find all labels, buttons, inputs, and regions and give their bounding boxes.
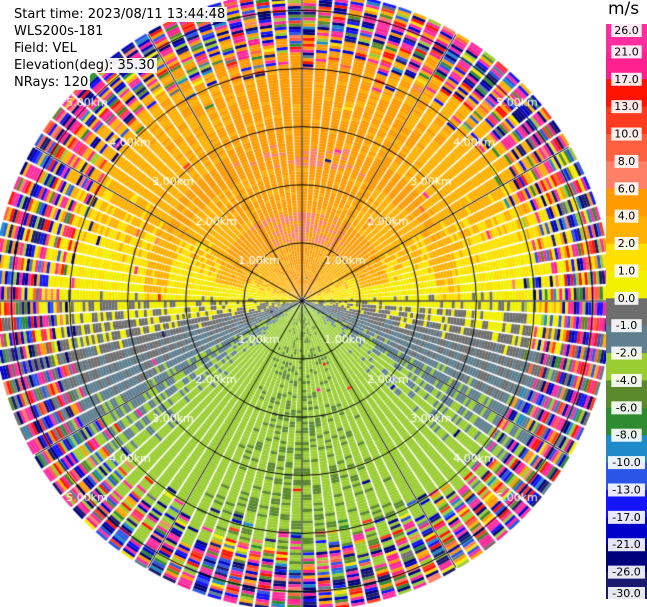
colorbar-tick-bg xyxy=(614,209,639,223)
colorbar-tick-label: -21.0 xyxy=(612,538,640,551)
colorbar-tick-bg xyxy=(614,291,639,305)
colorbar-tick-bg xyxy=(608,538,645,552)
colorbar-tick-label: 13.0 xyxy=(614,100,639,113)
colorbar-tick-bg xyxy=(608,565,645,579)
colorbar-tick-label: -17.0 xyxy=(612,511,640,524)
colorbar-tick-label: -4.0 xyxy=(616,374,637,387)
ppi-velocity-plot xyxy=(0,0,606,607)
colorbar-tick-label: 1.0 xyxy=(618,264,636,277)
colorbar-tick-label: -13.0 xyxy=(612,483,640,496)
colorbar-tick-bg xyxy=(611,24,642,37)
colorbar-tick-label: -6.0 xyxy=(616,401,637,414)
colorbar-tick-bg xyxy=(611,72,642,86)
nrays-label: NRays: 120 xyxy=(12,75,91,90)
colorbar-unit-label: m/s xyxy=(608,0,640,19)
colorbar-tick-label: -30.0 xyxy=(612,587,640,599)
field-label: Field: VEL xyxy=(12,41,79,56)
colorbar-tick-label: 6.0 xyxy=(618,182,636,195)
colorbar: -30.0 -26.0 -21.0 -17.0 -13.0 -10.0 -8.0 -6.0 -4… xyxy=(606,24,647,599)
elevation-label: Elevation(deg): 35.30 xyxy=(12,58,157,73)
colorbar-tick-bg xyxy=(614,154,639,168)
colorbar-tick-label: -26.0 xyxy=(612,566,640,579)
colorbar-tick-bg xyxy=(614,264,639,278)
colorbar-tick-bg xyxy=(611,319,642,333)
colorbar-tick-bg xyxy=(608,483,645,497)
colorbar-tick-label: -1.0 xyxy=(616,319,637,332)
colorbar-tick-bg xyxy=(614,182,639,196)
colorbar-tick-label: 10.0 xyxy=(614,128,639,141)
colorbar-tick-label: 2.0 xyxy=(618,237,636,250)
colorbar-tick-label: -10.0 xyxy=(612,456,640,469)
colorbar-tick-bg xyxy=(611,401,642,415)
colorbar-tick-bg xyxy=(608,587,645,599)
colorbar-tick-label: 26.0 xyxy=(614,24,639,37)
colorbar-tick-label: -8.0 xyxy=(616,429,637,442)
colorbar-tick-bg xyxy=(611,346,642,360)
colorbar-tick-label: 21.0 xyxy=(614,45,639,58)
colorbar-tick-bg xyxy=(608,510,645,524)
colorbar-tick-bg xyxy=(614,237,639,251)
colorbar-tick-bg xyxy=(608,456,645,470)
colorbar-tick-bg xyxy=(611,100,642,114)
start-time-label: Start time: 2023/08/11 13:44:48 xyxy=(12,7,228,22)
instrument-label: WLS200s-181 xyxy=(12,24,106,39)
colorbar-tick-bg xyxy=(611,45,642,59)
colorbar-tick-bg xyxy=(611,373,642,387)
colorbar-tick-bg xyxy=(611,428,642,442)
colorbar-tick-label: 8.0 xyxy=(618,155,636,168)
colorbar-tick-label: -2.0 xyxy=(616,347,637,360)
colorbar-tick-label: 4.0 xyxy=(618,210,636,223)
colorbar-tick-label: 17.0 xyxy=(614,73,639,86)
colorbar-tick-label: 0.0 xyxy=(618,292,636,305)
colorbar-tick-bg xyxy=(611,127,642,141)
